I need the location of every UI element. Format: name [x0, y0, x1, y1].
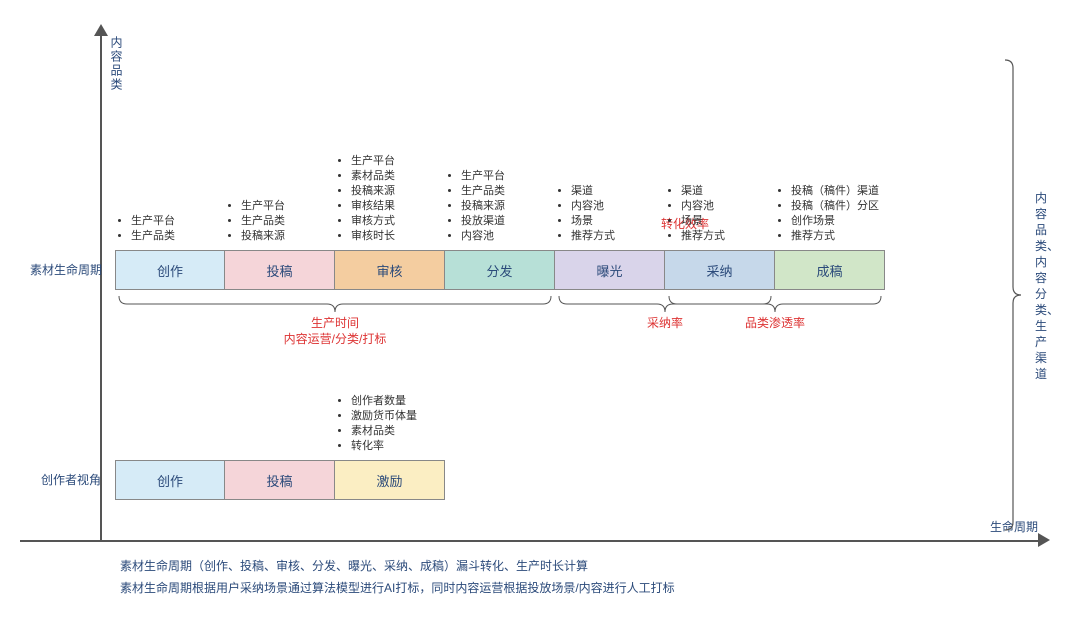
- bottom-metric-0-sub: 内容运营/分类/打标: [255, 330, 415, 347]
- footer-line-2: 素材生命周期根据用户采纳场景通过算法模型进行AI打标，同时内容运营根据投放场景/…: [120, 577, 675, 599]
- bullets-lifecycle-3: 生产平台生产品类投稿来源投放渠道内容池: [447, 169, 575, 244]
- bullets-lifecycle-2: 生产平台素材品类投稿来源审核结果审核方式审核时长: [337, 154, 465, 244]
- bullets-lifecycle-0: 生产平台生产品类: [117, 214, 245, 244]
- right-brace: [0, 0, 1080, 619]
- bullets-creator-2: 创作者数量激励货币体量素材品类转化率: [337, 394, 465, 454]
- bullets-lifecycle-5: 渠道内容池场景推荐方式: [667, 184, 795, 244]
- footer-line-1: 素材生命周期（创作、投稿、审核、分发、曝光、采纳、成稿）漏斗转化、生产时长计算: [120, 555, 588, 577]
- bullets-lifecycle-4: 渠道内容池场景推荐方式: [557, 184, 685, 244]
- bottom-metric-0: 生产时间: [265, 314, 405, 331]
- right-brace-label: 内容品类、内容分类、生产渠道: [1035, 190, 1049, 382]
- bullets-lifecycle-1: 生产平台生产品类投稿来源: [227, 199, 355, 244]
- bullets-lifecycle-6: 投稿（稿件）渠道投稿（稿件）分区创作场景推荐方式: [777, 184, 905, 244]
- bottom-metric-2: 品类渗透率: [705, 314, 845, 331]
